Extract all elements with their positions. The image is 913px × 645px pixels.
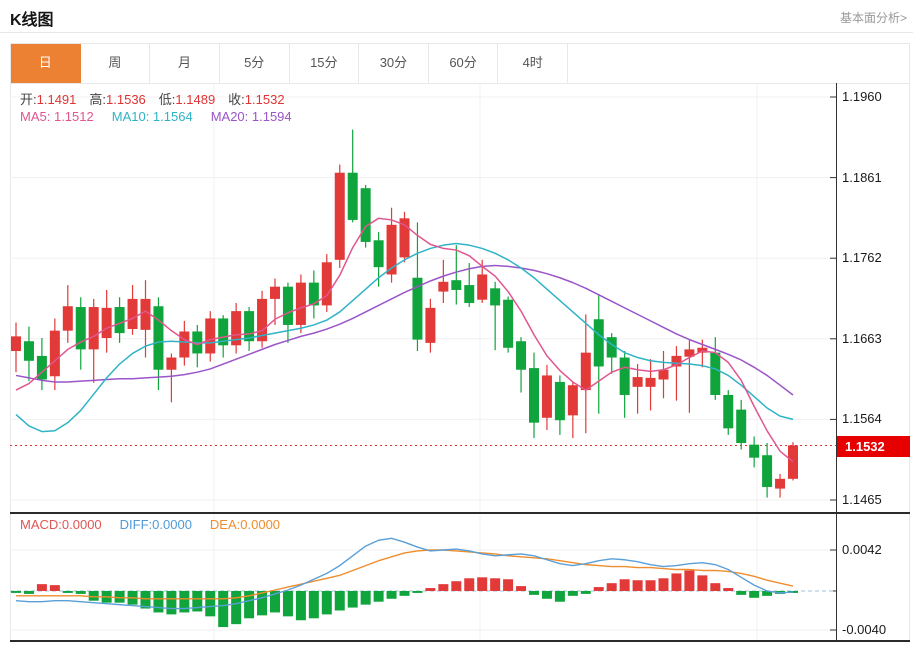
tab-day[interactable]: 日 (11, 43, 81, 83)
chart-box-top-border (10, 43, 910, 44)
ma5-legend-item: MA5: 1.1512 (20, 109, 94, 124)
chart-box-left-border (10, 43, 11, 641)
title-divider (0, 32, 913, 33)
axis-tick-label: 1.1861 (842, 169, 882, 185)
tab-4hour[interactable]: 4时 (498, 43, 568, 83)
open-label: 开: (20, 92, 37, 107)
low-label: 低: (158, 92, 176, 107)
axis-tick-label: 1.1762 (842, 250, 882, 266)
ohlc-legend: 开:1.1491 高:1.1536 低:1.1489 收:1.1532 (20, 89, 298, 108)
price-axis-line (836, 83, 837, 641)
axis-tick-label: 1.1663 (842, 330, 882, 346)
period-tabbar: 日 周 月 5分 15分 30分 60分 4时 (10, 43, 568, 83)
page-title: K线图 (10, 12, 54, 29)
tab-5min[interactable]: 5分 (219, 43, 290, 83)
high-label: 高: (89, 92, 107, 107)
tab-60min[interactable]: 60分 (428, 43, 499, 83)
axis-tick-label: -0.0040 (842, 622, 887, 637)
tab-month[interactable]: 月 (150, 43, 220, 83)
current-price-tag: 1.1532 (837, 436, 910, 457)
candles (11, 129, 798, 498)
ma-legend: MA5: 1.1512 MA10: 1.1564 MA20: 1.1594 (20, 109, 292, 124)
panel-separator (10, 512, 910, 514)
open-value: 1.1491 (36, 92, 77, 107)
macd-legend: MACD:0.0000 DIFF:0.0000 DEA:0.0000 (20, 517, 280, 532)
axis-tick-label: 1.1465 (842, 492, 882, 507)
tab-15min[interactable]: 15分 (289, 43, 360, 83)
close-value: 1.1532 (244, 92, 285, 107)
axis-tick-label: 1.1960 (842, 89, 882, 104)
tab-30min[interactable]: 30分 (359, 43, 429, 83)
high-value: 1.1536 (106, 92, 146, 107)
ma20-legend-item: MA20: 1.1594 (210, 109, 292, 124)
fundamental-analysis-link[interactable]: 基本面分析> (839, 11, 907, 25)
tab-week[interactable]: 周 (80, 43, 151, 83)
current-price-value: 1.1532 (845, 439, 885, 454)
macd-bottom-axis (10, 640, 910, 642)
chart-box-right-border (909, 43, 910, 641)
close-label: 收: (228, 92, 245, 107)
dea-legend-item: DEA:0.0000 (209, 517, 281, 532)
macd-histogram (11, 570, 798, 628)
macd-legend-item: MACD:0.0000 (20, 517, 102, 532)
tabbar-bottom-border (10, 83, 910, 84)
low-value: 1.1489 (175, 92, 216, 107)
axis-tick-label: 1.1564 (842, 411, 882, 427)
axis-tick-label: 0.0042 (842, 542, 882, 557)
ma10-legend-item: MA10: 1.1564 (111, 109, 193, 124)
diff-legend-item: DIFF:0.0000 (119, 517, 192, 532)
